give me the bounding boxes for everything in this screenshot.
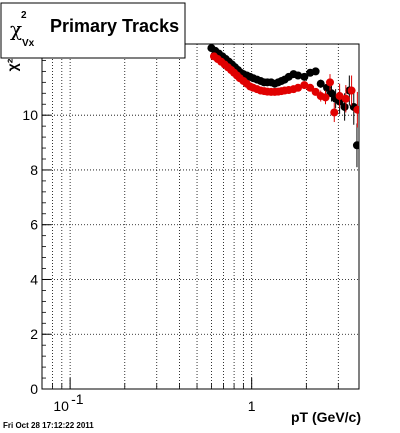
data-point xyxy=(353,105,359,114)
grid-lines xyxy=(41,44,359,389)
x-tick-label: 10 xyxy=(53,398,69,414)
y-tick-label: 4 xyxy=(30,271,38,287)
data-point xyxy=(347,86,356,95)
x-tick-label: 1 xyxy=(248,398,256,414)
y-tick-label: 6 xyxy=(30,217,38,233)
data-point xyxy=(311,67,320,76)
x-tick-exponent: -1 xyxy=(71,391,84,407)
y-tick-label: 8 xyxy=(30,162,38,178)
title-subscript: Vx xyxy=(22,38,35,49)
y-tick-label: 0 xyxy=(30,381,38,397)
data-point xyxy=(340,102,349,111)
data-point xyxy=(321,93,330,102)
data-point xyxy=(352,141,359,150)
title-superscript: 2 xyxy=(21,10,27,21)
title-symbol: χ xyxy=(10,17,22,41)
data-point xyxy=(330,108,339,117)
data-point xyxy=(294,83,303,92)
y-tick-label: 2 xyxy=(30,326,38,342)
plot-frame xyxy=(41,43,360,390)
title-box: χ 2 Vx Primary Tracks xyxy=(0,2,186,59)
data-point xyxy=(316,79,325,88)
chart-title: Primary Tracks xyxy=(50,16,179,36)
data-point xyxy=(335,92,344,101)
data-point xyxy=(327,89,336,98)
x-axis-label: pT (GeV/c) xyxy=(291,409,361,425)
data-point xyxy=(326,78,335,87)
y-axis-label: χ² xyxy=(4,58,20,71)
data-point xyxy=(306,83,315,92)
timestamp: Fri Oct 28 17:12:22 2011 xyxy=(3,421,94,430)
data-points xyxy=(207,44,359,168)
data-point xyxy=(300,72,309,81)
data-point xyxy=(341,94,350,103)
data-point xyxy=(294,71,303,80)
y-tick-label: 10 xyxy=(22,107,38,123)
